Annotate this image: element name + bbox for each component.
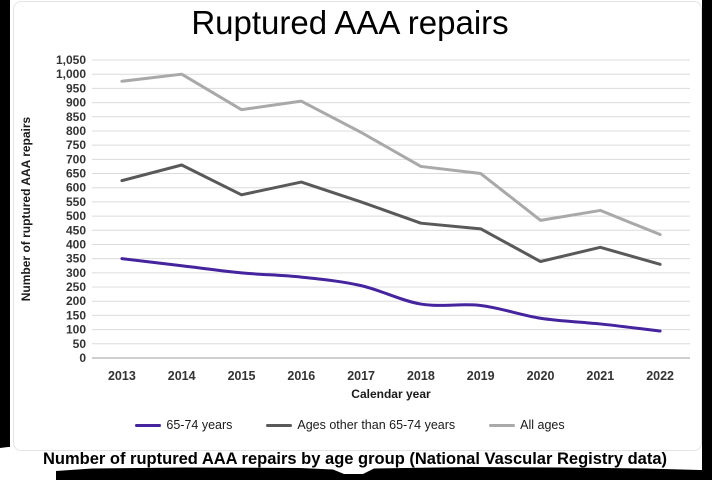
- legend-item-1: Ages other than 65-74 years: [266, 418, 455, 432]
- y-tick-label: 850: [66, 110, 86, 124]
- y-tick-label: 700: [66, 152, 86, 166]
- figure-caption: Number of ruptured AAA repairs by age gr…: [42, 450, 668, 468]
- y-tick-label: 550: [66, 195, 86, 209]
- x-tick-label: 2015: [228, 369, 256, 383]
- x-tick-label: 2017: [347, 369, 375, 383]
- left-black-border: [0, 0, 10, 447]
- x-tick-label: 2021: [586, 369, 614, 383]
- y-tick-label: 950: [66, 81, 86, 95]
- legend-line-swatch: [135, 423, 162, 427]
- x-tick-label: 2014: [168, 369, 196, 383]
- x-tick-label: 2016: [287, 369, 315, 383]
- y-tick-label: 150: [66, 308, 86, 322]
- y-tick-label: 750: [66, 138, 86, 152]
- y-tick-label: 0: [79, 351, 86, 365]
- series-line-ages-other-than-65-74-years: [120, 163, 662, 266]
- y-tick-label: 500: [66, 209, 86, 223]
- legend-label: 65-74 years: [166, 418, 233, 432]
- legend-line-swatch: [489, 423, 516, 427]
- x-tick-label: 2013: [108, 369, 136, 383]
- chart-title: Ruptured AAA repairs: [191, 4, 509, 41]
- legend-line-swatch: [266, 423, 293, 427]
- legend-item-2: All ages: [489, 418, 565, 432]
- y-tick-label: 450: [66, 223, 86, 237]
- y-tick-label: 100: [66, 323, 86, 337]
- y-tick-label: 200: [66, 294, 86, 308]
- series-line-65-74-years: [120, 257, 662, 333]
- y-tick-label: 900: [66, 96, 86, 110]
- y-tick-label: 350: [66, 252, 86, 266]
- y-tick-label: 300: [66, 266, 86, 280]
- legend-label: All ages: [520, 418, 565, 432]
- x-tick-label: 2022: [646, 369, 674, 383]
- legend-label: Ages other than 65-74 years: [297, 418, 456, 432]
- x-tick-label: 2018: [407, 369, 435, 383]
- x-axis-title: Calendar year: [351, 387, 431, 401]
- right-black-border: [702, 0, 712, 480]
- y-axis-title: Number of ruptured AAA repairs: [19, 116, 33, 301]
- y-tick-label: 600: [66, 181, 86, 195]
- y-tick-label: 800: [66, 124, 86, 138]
- y-tick-label: 650: [66, 167, 86, 181]
- y-tick-label: 250: [66, 280, 86, 294]
- series-line-all-ages: [120, 72, 662, 237]
- y-tick-label: 50: [73, 337, 87, 351]
- x-tick-label: 2019: [467, 369, 495, 383]
- bottom-left-black-nub: [0, 434, 8, 448]
- y-tick-label: 400: [66, 237, 86, 251]
- x-tick-label: 2020: [527, 369, 555, 383]
- bottom-black-bar-shape: [56, 467, 712, 480]
- y-tick-label: 1,000: [56, 67, 86, 81]
- chart-legend: 65-74 years Ages other than 65-74 years Al…: [0, 416, 700, 434]
- y-tick-label: 1,050: [56, 53, 86, 67]
- legend-item-0: 65-74 years: [135, 418, 232, 432]
